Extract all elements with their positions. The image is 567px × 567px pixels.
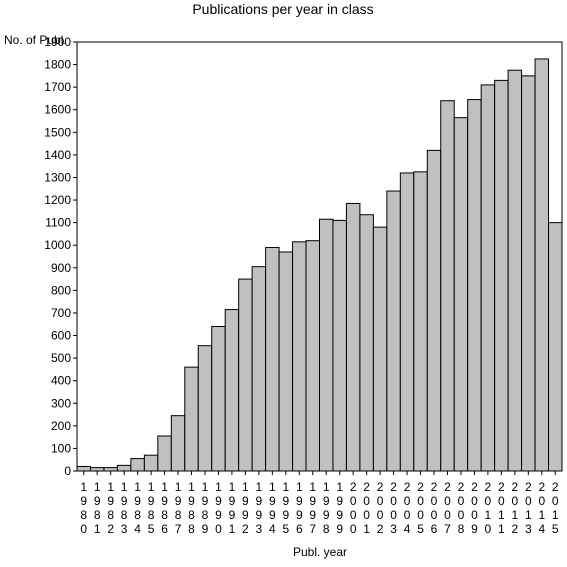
x-axis-label: Publ. year <box>293 545 347 559</box>
y-tick-label-300: 300 <box>51 396 71 410</box>
bar-2000 <box>345 202 361 472</box>
bar-2010 <box>480 84 496 472</box>
bar-2002 <box>372 226 388 472</box>
bar-2007 <box>440 100 455 472</box>
bar-1997 <box>305 240 320 472</box>
bar-2003 <box>386 190 401 472</box>
y-tick-label-900: 900 <box>51 261 71 275</box>
bar-1987 <box>170 415 186 472</box>
bar-2004 <box>399 172 415 472</box>
bar-2014 <box>534 58 550 472</box>
bar-1994 <box>265 246 280 472</box>
y-tick-label-1300: 1300 <box>44 170 71 184</box>
plot-area: 0 100 200 300 400 500 600 700 800 900 1000 1100 1200… <box>44 35 563 536</box>
y-tick-label-1400: 1400 <box>44 148 71 162</box>
y-tick-label-700: 700 <box>51 306 71 320</box>
y-tick-label-1000: 1000 <box>44 238 71 252</box>
bar-1998 <box>319 218 334 472</box>
bar-1992 <box>238 278 253 472</box>
bar-2008 <box>453 117 469 472</box>
bar-1991 <box>224 309 240 472</box>
y-tick-label-800: 800 <box>51 283 71 297</box>
bar-1984 <box>130 458 145 472</box>
y-tick-label-100: 100 <box>51 441 71 455</box>
bar-1995 <box>278 251 294 472</box>
bar-2011 <box>494 79 509 472</box>
bar-2005 <box>413 171 428 472</box>
bar-2015 <box>548 222 563 472</box>
y-tick-label-1900: 1900 <box>44 35 71 49</box>
bar-1996 <box>292 241 307 472</box>
y-tick-label-400: 400 <box>51 374 71 388</box>
bar-1988 <box>184 366 199 472</box>
bar-1985 <box>143 454 159 472</box>
y-axis-label: No. of Publ. <box>4 33 67 47</box>
y-tick-label-0: 0 <box>64 464 71 478</box>
y-tick-label-600: 600 <box>51 329 71 343</box>
y-tick-label-1100: 1100 <box>45 216 71 230</box>
y-tick-label-200: 200 <box>51 419 71 433</box>
y-tick-label-1700: 1700 <box>44 80 71 94</box>
bar-1981 <box>89 467 105 472</box>
bar-2006 <box>426 149 442 472</box>
bar-1982 <box>103 467 118 472</box>
bar-1986 <box>157 435 172 472</box>
y-tick-label-1600: 1600 <box>44 103 71 117</box>
chart-title: Publications per year in class <box>192 1 373 17</box>
bar-1980 <box>76 465 91 472</box>
y-tick-label-1800: 1800 <box>44 58 71 72</box>
bar-2009 <box>467 99 482 472</box>
bar-1993 <box>251 266 267 472</box>
plot-frame <box>76 41 563 472</box>
bar-2001 <box>359 214 374 472</box>
y-tick-label-1200: 1200 <box>44 193 71 207</box>
bar-1999 <box>332 219 347 472</box>
bar-2012 <box>507 69 523 472</box>
bar-1983 <box>116 464 132 472</box>
bar-1989 <box>197 345 213 472</box>
bar-2013 <box>521 75 536 472</box>
bar-1990 <box>211 325 226 472</box>
y-tick-label-500: 500 <box>51 351 71 365</box>
y-tick-label-1500: 1500 <box>44 125 71 139</box>
